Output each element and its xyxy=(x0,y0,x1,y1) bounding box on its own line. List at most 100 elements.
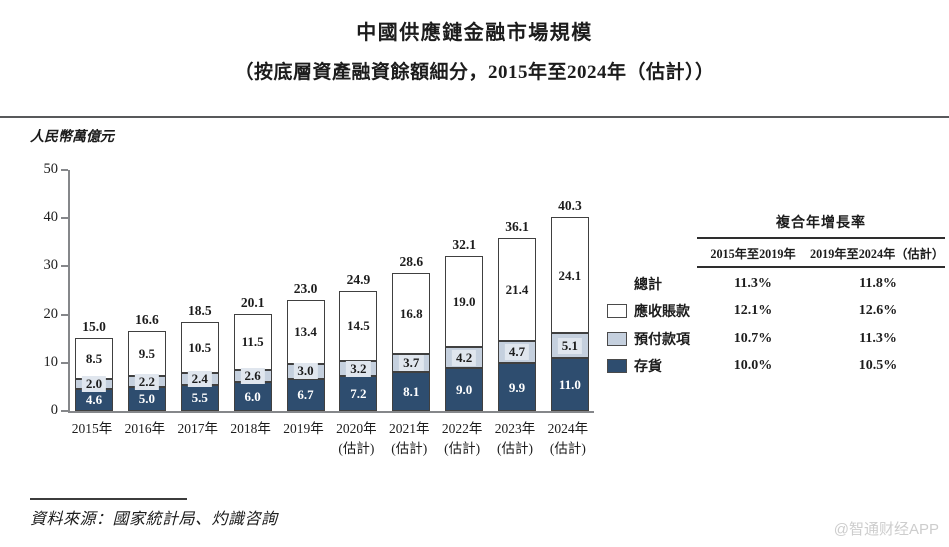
bar-total-label: 40.3 xyxy=(558,198,582,214)
cagr-value: 11.8% xyxy=(859,275,897,291)
bar-segment-prepayments: 2.2 xyxy=(127,373,166,390)
chart-title: 中國供應鏈金融市場規模 xyxy=(356,22,593,44)
segment-value-label: 2.6 xyxy=(240,367,265,384)
bar-column: 32.1 19.0 4.2 9.0 xyxy=(445,237,484,411)
bar-segment-prepayments: 4.7 xyxy=(498,340,536,364)
cagr-value: 12.6% xyxy=(858,303,898,319)
x-axis-label-year: 2019年 xyxy=(283,421,324,436)
y-tick-label: 20 xyxy=(43,305,59,322)
bar-segment-receivables: 13.4 xyxy=(286,299,325,365)
bar-segment-inventory: 9.9 xyxy=(498,363,536,411)
bar-column: 18.5 10.5 2.4 5.5 xyxy=(180,303,219,411)
x-axis-label: 2015年 xyxy=(71,419,113,458)
y-tick-label: 50 xyxy=(43,161,59,177)
segment-value-label: 8.1 xyxy=(403,383,420,399)
bar-total-label: 15.0 xyxy=(82,319,106,335)
cagr-table: 複合年增長率 2015年至2019年 2019年至2024年（估計） 總計 11.… xyxy=(607,212,947,380)
cagr-value: 10.7% xyxy=(733,330,773,346)
cagr-table-rows: 總計 11.3% 11.8% 應收賬款 12.1% 12.6% 預付款項 10.7% 11.3%… xyxy=(607,270,947,380)
bar-column: 16.6 9.5 2.2 5.0 xyxy=(127,312,166,411)
bar-column: 24.9 14.5 3.2 7.2 xyxy=(339,272,378,411)
x-axis-label-estimate: (估計) xyxy=(549,440,586,456)
bar-segment-inventory: 6.0 xyxy=(233,382,272,411)
cagr-table-row: 應收賬款 12.1% 12.6% xyxy=(607,298,947,326)
bar-segment-prepayments: 2.0 xyxy=(75,376,113,393)
segment-value-label: 11.5 xyxy=(241,334,264,350)
bar-segment-receivables: 14.5 xyxy=(339,291,378,361)
y-tick-mark xyxy=(61,361,68,364)
segment-value-label: 3.7 xyxy=(399,355,424,372)
segment-value-label: 9.9 xyxy=(508,379,526,395)
y-tick-mark xyxy=(61,265,68,268)
x-axis-label: 2016年 xyxy=(125,419,166,458)
bar-segment-inventory: 11.0 xyxy=(550,357,589,411)
x-axis-label-year: 2017年 xyxy=(177,421,219,436)
segment-value-label: 9.5 xyxy=(138,345,155,361)
bar-segment-receivables: 16.8 xyxy=(392,273,431,355)
segment-value-label: 19.0 xyxy=(452,294,476,310)
segment-value-label: 13.4 xyxy=(294,324,317,340)
bar-segment-receivables: 8.5 xyxy=(75,338,113,380)
bar-segment-receivables: 21.4 xyxy=(498,237,536,341)
legend-swatch-receivables xyxy=(607,304,627,319)
legend-label: 存貨 xyxy=(634,360,662,376)
legend-swatch-prepayments xyxy=(607,331,627,346)
y-tick-label: 10 xyxy=(43,353,59,370)
bar-segment-inventory: 8.1 xyxy=(392,371,431,411)
x-axis-label-year: 2023年 xyxy=(494,421,536,436)
legend-swatch-inventory xyxy=(607,359,627,374)
bar-segment-receivables: 11.5 xyxy=(233,314,272,370)
segment-value-label: 5.0 xyxy=(138,391,155,407)
x-axis-label-estimate: (估計) xyxy=(444,440,481,456)
bar-total-label: 24.9 xyxy=(346,272,371,287)
bar-total-label: 28.6 xyxy=(399,254,424,270)
bar-segment-prepayments: 3.7 xyxy=(392,354,431,372)
bar-segment-inventory: 7.2 xyxy=(339,376,378,411)
segment-value-label: 21.4 xyxy=(505,281,529,297)
x-axis-label-year: 2021年 xyxy=(389,421,430,436)
x-axis-label: 2024年 (估計) xyxy=(548,419,589,458)
y-tick-mark xyxy=(61,217,68,220)
segment-value-label: 4.2 xyxy=(452,349,477,366)
cagr-column-header: 2019年至2024年（估計） xyxy=(809,247,945,261)
x-axis-label-year: 2020年 xyxy=(336,421,377,436)
legend-label: 應收賬款 xyxy=(634,305,690,321)
bar-segment-receivables: 19.0 xyxy=(445,255,484,348)
segment-value-label: 2.4 xyxy=(187,370,212,387)
cagr-rule-bottom xyxy=(697,266,945,268)
legend-label: 總計 xyxy=(634,277,662,293)
source-note: 資料來源：國家統計局、灼識咨詢 xyxy=(30,511,278,528)
x-axis-label: 2021年 (估計) xyxy=(389,419,430,458)
cagr-value: 10.0% xyxy=(733,358,773,374)
x-axis-label-year: 2015年 xyxy=(71,421,113,436)
source-divider xyxy=(30,498,187,500)
bar-segment-inventory: 5.5 xyxy=(180,384,219,411)
segment-value-label: 10.5 xyxy=(188,340,212,356)
segment-value-label: 16.8 xyxy=(399,306,423,322)
y-tick-label: 0 xyxy=(50,402,58,418)
cagr-table-row: 預付款項 10.7% 11.3% xyxy=(607,325,947,353)
segment-value-label: 4.6 xyxy=(85,392,103,408)
y-tick-label: 40 xyxy=(43,209,59,226)
segment-value-label: 8.5 xyxy=(85,351,103,367)
x-axis-label-year: 2018年 xyxy=(230,421,271,436)
y-tick-label: 30 xyxy=(43,257,59,274)
x-axis-label: 2023年 (估計) xyxy=(494,419,536,458)
bar-segment-inventory: 6.7 xyxy=(286,378,325,411)
segment-value-label: 6.0 xyxy=(244,389,261,405)
segment-value-label: 2.2 xyxy=(134,373,159,390)
bar-total-label: 36.1 xyxy=(505,218,529,234)
chart-subtitle: （按底層資產融資餘額細分，2015年至2024年（估計）） xyxy=(234,62,715,83)
cagr-value: 10.5% xyxy=(858,358,898,374)
plot-area: 15.0 8.5 2.0 4.6 16.6 9.5 2.2 5.0 18.5 10.5 2.4 5.5… xyxy=(68,170,594,413)
x-axis-labels: 2015年 2016年 2017年 2018年 2019年 2020年 (估計) 2021年 (… xyxy=(68,419,592,458)
watermark: @智通财经APP xyxy=(833,521,939,538)
top-divider xyxy=(0,116,949,118)
legend-item: 預付款項 xyxy=(607,329,697,349)
bar-segment-prepayments: 3.0 xyxy=(286,363,325,380)
x-axis-label: 2022年 (估計) xyxy=(442,419,483,458)
legend-item: 總計 xyxy=(607,274,697,294)
legend-item: 應收賬款 xyxy=(607,301,697,321)
bars-container: 15.0 8.5 2.0 4.6 16.6 9.5 2.2 5.0 18.5 10.5 2.4 5.5… xyxy=(70,170,594,411)
